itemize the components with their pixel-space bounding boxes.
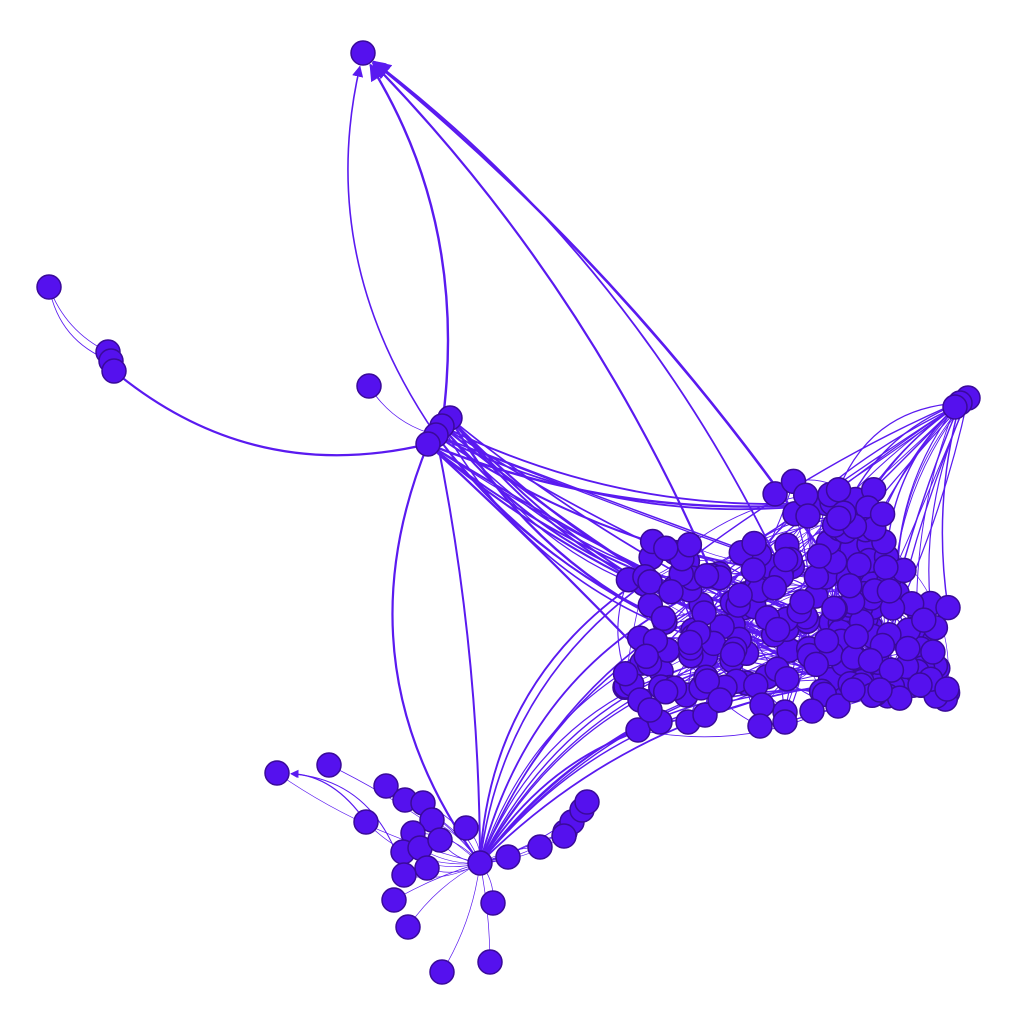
graph-node	[857, 647, 884, 674]
graph-node	[935, 594, 961, 621]
graph-node	[867, 677, 893, 703]
graph-node	[650, 605, 677, 632]
graph-node	[803, 651, 829, 678]
graph-node	[873, 554, 899, 581]
graph-node	[467, 850, 493, 876]
graph-node	[353, 809, 379, 835]
graph-edge	[479, 653, 733, 864]
graph-node	[625, 717, 651, 743]
graph-node	[427, 827, 453, 853]
graph-edge	[391, 443, 481, 864]
graph-node	[637, 569, 663, 595]
graph-node	[707, 687, 733, 713]
graph-edge	[290, 769, 367, 823]
graph-node	[907, 672, 933, 698]
graph-node	[356, 373, 382, 399]
graph-node	[836, 572, 863, 599]
graph-node	[934, 676, 960, 702]
graph-edge	[435, 434, 664, 620]
graph-node	[920, 639, 946, 665]
graph-node	[652, 679, 679, 705]
graph-node	[869, 501, 896, 527]
graph-node	[741, 530, 767, 557]
graph-node	[453, 815, 479, 841]
graph-node	[694, 668, 721, 694]
graph-node	[395, 914, 421, 940]
graph-node	[477, 949, 503, 975]
graph-edge	[369, 63, 450, 427]
graph-edge	[479, 714, 706, 864]
graph-node	[316, 752, 342, 778]
graph-node	[658, 578, 684, 605]
graph-node	[381, 887, 407, 913]
graph-node	[391, 862, 417, 888]
graph-node	[719, 641, 746, 668]
graph-node	[429, 959, 455, 985]
graph-node	[612, 660, 639, 687]
graph-node	[843, 623, 869, 650]
graph-edge	[347, 65, 437, 436]
graph-edge	[941, 402, 961, 608]
graph-node	[803, 564, 830, 590]
graph-node	[846, 551, 872, 578]
graph-node	[806, 543, 832, 569]
graph-edge	[479, 575, 646, 864]
graph-edge	[479, 583, 645, 864]
graph-node	[942, 394, 968, 420]
graph-node	[876, 578, 903, 604]
graph-node	[727, 582, 753, 608]
graph-node	[495, 844, 521, 870]
graph-edge	[441, 862, 481, 973]
graph-node	[36, 274, 62, 300]
graph-node	[826, 505, 852, 531]
graph-node	[825, 476, 852, 503]
graph-node	[653, 535, 679, 562]
graph-node	[749, 692, 775, 718]
graph-node	[551, 823, 577, 849]
graph-node	[799, 698, 825, 724]
graph-edge	[435, 434, 481, 864]
graph-edge	[373, 60, 783, 571]
graph-node	[772, 546, 799, 573]
graph-node	[101, 358, 127, 384]
graph-node	[911, 607, 937, 633]
graph-node	[878, 657, 905, 683]
graph-node	[415, 431, 441, 457]
graph-node	[693, 562, 720, 589]
node-layer	[36, 40, 981, 985]
graph-node	[574, 789, 600, 815]
graph-node	[480, 890, 506, 916]
graph-node	[677, 629, 703, 656]
graph-node	[350, 40, 376, 66]
graph-node	[840, 677, 866, 703]
graph-node	[747, 713, 773, 739]
graph-node	[774, 665, 800, 692]
graph-node	[772, 709, 798, 735]
graph-node	[895, 635, 921, 662]
graph-node	[762, 481, 788, 507]
graph-node	[795, 503, 821, 529]
graph-node	[789, 589, 815, 615]
graph-node	[637, 697, 663, 723]
graph-node	[264, 760, 290, 786]
graph-node	[825, 693, 851, 719]
graph-node	[761, 575, 788, 601]
graph-edge	[113, 370, 429, 457]
graph-node	[373, 773, 399, 799]
graph-edge	[686, 397, 969, 562]
graph-node	[633, 643, 660, 670]
graph-node	[813, 627, 840, 654]
graph-node	[527, 834, 553, 860]
graph-node	[414, 855, 440, 881]
graph-node	[676, 532, 703, 558]
graph-node	[740, 557, 767, 583]
graph-node	[764, 616, 791, 643]
graph-node	[821, 595, 847, 622]
